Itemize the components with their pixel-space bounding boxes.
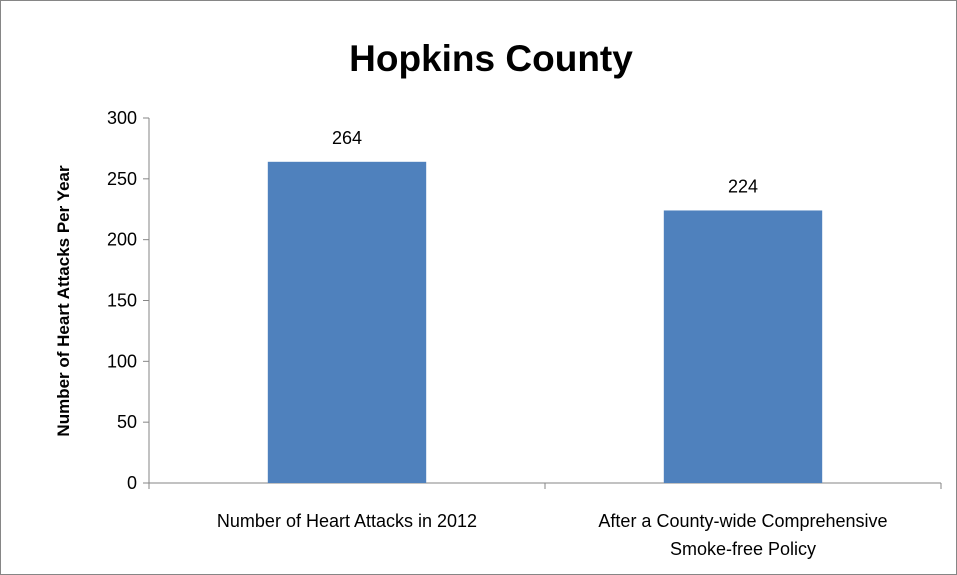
x-category-label: After a County-wide Comprehensive xyxy=(598,511,887,531)
data-label: 224 xyxy=(728,176,758,196)
x-category-label: Number of Heart Attacks in 2012 xyxy=(217,511,477,531)
y-tick-label: 150 xyxy=(107,291,137,311)
bar xyxy=(663,210,823,483)
y-tick-label: 300 xyxy=(107,108,137,128)
y-tick-label: 250 xyxy=(107,169,137,189)
y-axis-label: Number of Heart Attacks Per Year xyxy=(54,165,73,437)
y-tick-label: 0 xyxy=(127,473,137,493)
y-tick-label: 200 xyxy=(107,230,137,250)
y-tick-label: 100 xyxy=(107,351,137,371)
x-category-label: Smoke-free Policy xyxy=(670,539,816,559)
data-label: 264 xyxy=(332,128,362,148)
plot-area: 0 50 100 150 200 250 300 264 Number of Heart Att… xyxy=(107,108,942,559)
bar xyxy=(267,161,427,484)
y-tick-label: 50 xyxy=(117,412,137,432)
chart-title: Hopkins County xyxy=(349,38,633,79)
